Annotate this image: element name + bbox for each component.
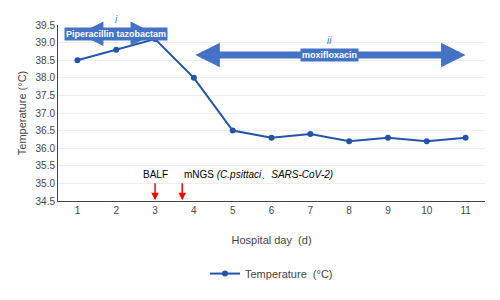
svg-text:Temperature (°C): Temperature (°C) [245,268,333,280]
svg-text:7: 7 [308,205,314,216]
svg-text:8: 8 [346,205,352,216]
svg-text:BALF: BALF [143,169,168,180]
svg-text:3: 3 [152,205,158,216]
svg-text:38.5: 38.5 [36,55,56,66]
svg-text:5: 5 [230,205,236,216]
svg-text:6: 6 [269,205,275,216]
svg-text:10: 10 [421,205,433,216]
svg-text:1: 1 [75,205,81,216]
svg-text:4: 4 [191,205,197,216]
svg-text:Hospital day (d): Hospital day (d) [231,234,311,246]
svg-text:Temperature (°C): Temperature (°C) [16,71,28,155]
svg-text:mNGS (C.psittaci、SARS-CoV-2): mNGS (C.psittaci、SARS-CoV-2) [184,169,333,180]
svg-text:moxifloxacin: moxifloxacin [302,50,357,60]
svg-text:35.5: 35.5 [36,160,56,171]
svg-text:36.0: 36.0 [36,143,56,154]
svg-text:39.5: 39.5 [36,20,56,31]
svg-text:37.5: 37.5 [36,90,56,101]
svg-text:37.0: 37.0 [36,108,56,119]
svg-text:35.0: 35.0 [36,178,56,189]
svg-text:9: 9 [385,205,391,216]
svg-text:i: i [115,14,118,25]
svg-text:11: 11 [460,205,471,216]
svg-text:2: 2 [113,205,119,216]
svg-text:ii: ii [327,35,332,46]
svg-text:38.0: 38.0 [36,72,56,83]
svg-text:39.0: 39.0 [36,37,56,48]
svg-text:34.5: 34.5 [36,196,56,207]
svg-text:Piperacillin tazobactam: Piperacillin tazobactam [66,29,166,39]
svg-text:36.5: 36.5 [36,125,56,136]
